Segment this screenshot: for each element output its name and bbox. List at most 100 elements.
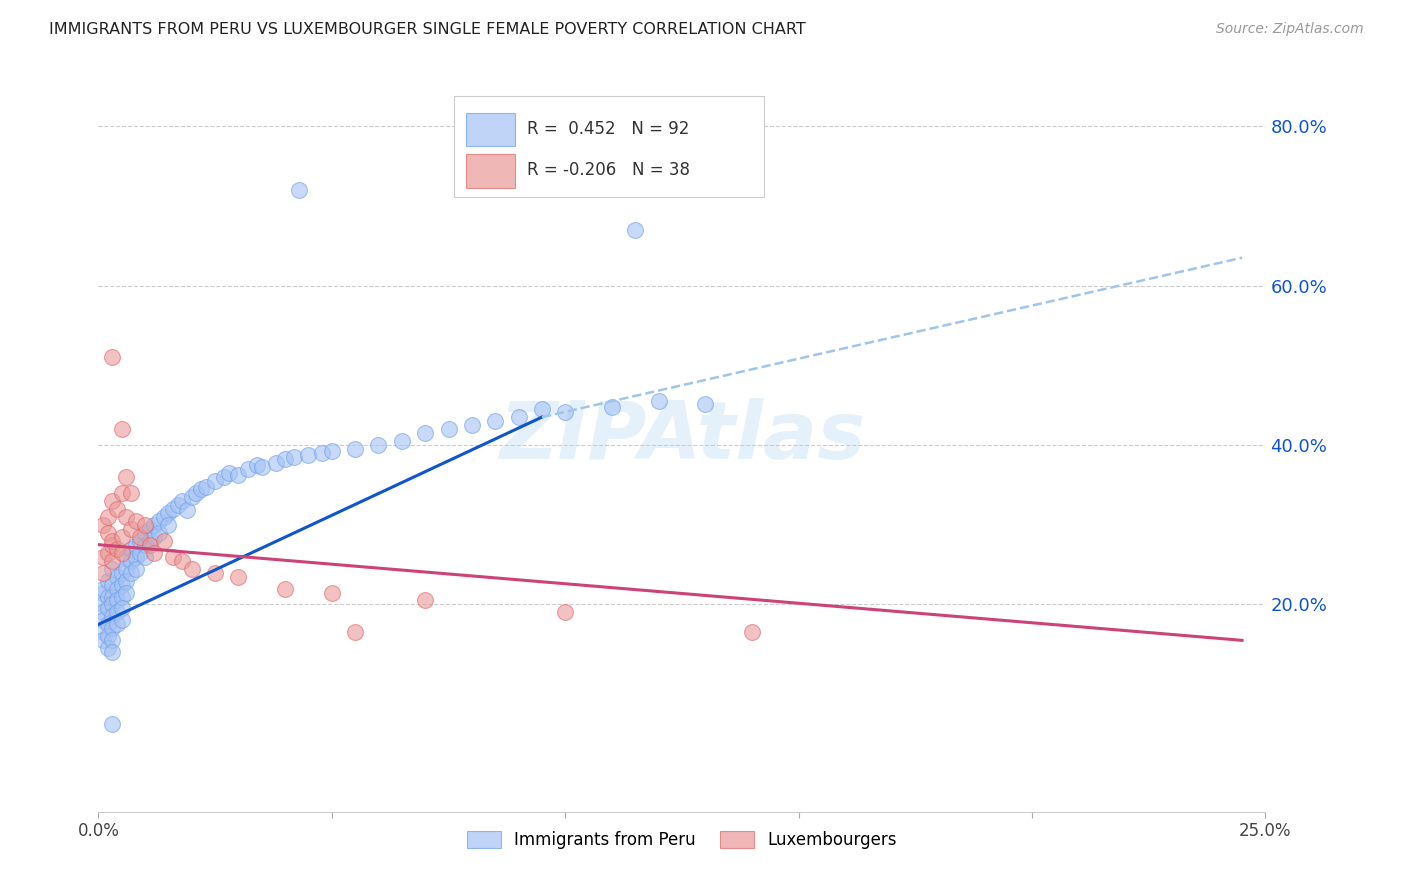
Point [288,183,311,197]
Point [120,554,142,568]
Point [101,633,124,648]
Point [91,598,114,612]
Point [204,566,226,580]
Point [101,645,124,659]
Point [274,582,297,596]
Legend: Immigrants from Peru, Luxembourgers: Immigrants from Peru, Luxembourgers [461,824,903,855]
Point [115,585,138,599]
Point [97,601,120,615]
Point [741,625,763,640]
Point [484,414,506,428]
Point [172,554,194,568]
Point [297,448,319,462]
Point [111,601,134,615]
Point [101,561,124,575]
Point [134,517,156,532]
Point [101,493,124,508]
Point [97,574,120,588]
Point [134,538,156,552]
Point [152,509,174,524]
Point [111,486,134,500]
Point [97,641,120,656]
Point [344,625,367,640]
Point [125,549,148,564]
Point [105,541,128,556]
Point [120,486,142,500]
Point [125,561,148,575]
Point [180,490,202,504]
Point [101,538,124,552]
Point [101,554,124,568]
Point [115,509,138,524]
Point [129,546,152,560]
Point [101,598,124,612]
Point [321,585,343,599]
Point [111,566,134,580]
Point [139,533,162,548]
Point [148,525,170,540]
Point [91,625,114,640]
Point [115,470,138,484]
Point [647,394,669,409]
Point [413,593,436,607]
Point [91,582,114,596]
Point [228,569,250,583]
Text: IMMIGRANTS FROM PERU VS LUXEMBOURGER SINGLE FEMALE POVERTY CORRELATION CHART: IMMIGRANTS FROM PERU VS LUXEMBOURGER SIN… [49,22,806,37]
Point [97,590,120,604]
Point [180,561,202,575]
Point [367,438,389,452]
Point [101,621,124,635]
Point [101,717,124,731]
Point [172,493,194,508]
Point [105,501,128,516]
Point [115,549,138,564]
Point [157,506,180,520]
Point [91,517,114,532]
Point [105,569,128,583]
Point [111,546,134,560]
Point [176,503,198,517]
Point [530,402,553,417]
Point [166,498,188,512]
Point [204,474,226,488]
Text: Source: ZipAtlas.com: Source: ZipAtlas.com [1216,22,1364,37]
Text: ZIPAtlas: ZIPAtlas [499,398,865,476]
Text: R = -0.206   N = 38: R = -0.206 N = 38 [527,161,690,179]
Text: R =  0.452   N = 92: R = 0.452 N = 92 [527,120,689,138]
Point [143,517,166,532]
Point [115,574,138,588]
Point [321,444,343,458]
Point [111,614,134,628]
Point [115,561,138,575]
Point [413,426,436,441]
Point [218,466,240,480]
Point [508,410,530,425]
Point [143,530,166,544]
Point [139,538,162,552]
Point [162,549,184,564]
Point [97,629,120,643]
Point [111,530,134,544]
Point [120,522,142,536]
Point [111,590,134,604]
Point [228,468,250,483]
Point [391,434,413,448]
Point [554,404,576,418]
Point [120,566,142,580]
Point [97,617,120,632]
Point [157,517,180,532]
Point [111,422,134,436]
Point [264,456,287,470]
Point [105,582,128,596]
Point [695,396,717,410]
Point [194,479,217,493]
Point [101,533,124,548]
Point [134,549,156,564]
Point [190,482,212,496]
Point [139,522,162,536]
Point [129,533,152,548]
Point [101,609,124,624]
Point [311,446,333,460]
Point [91,585,114,599]
Point [97,525,120,540]
